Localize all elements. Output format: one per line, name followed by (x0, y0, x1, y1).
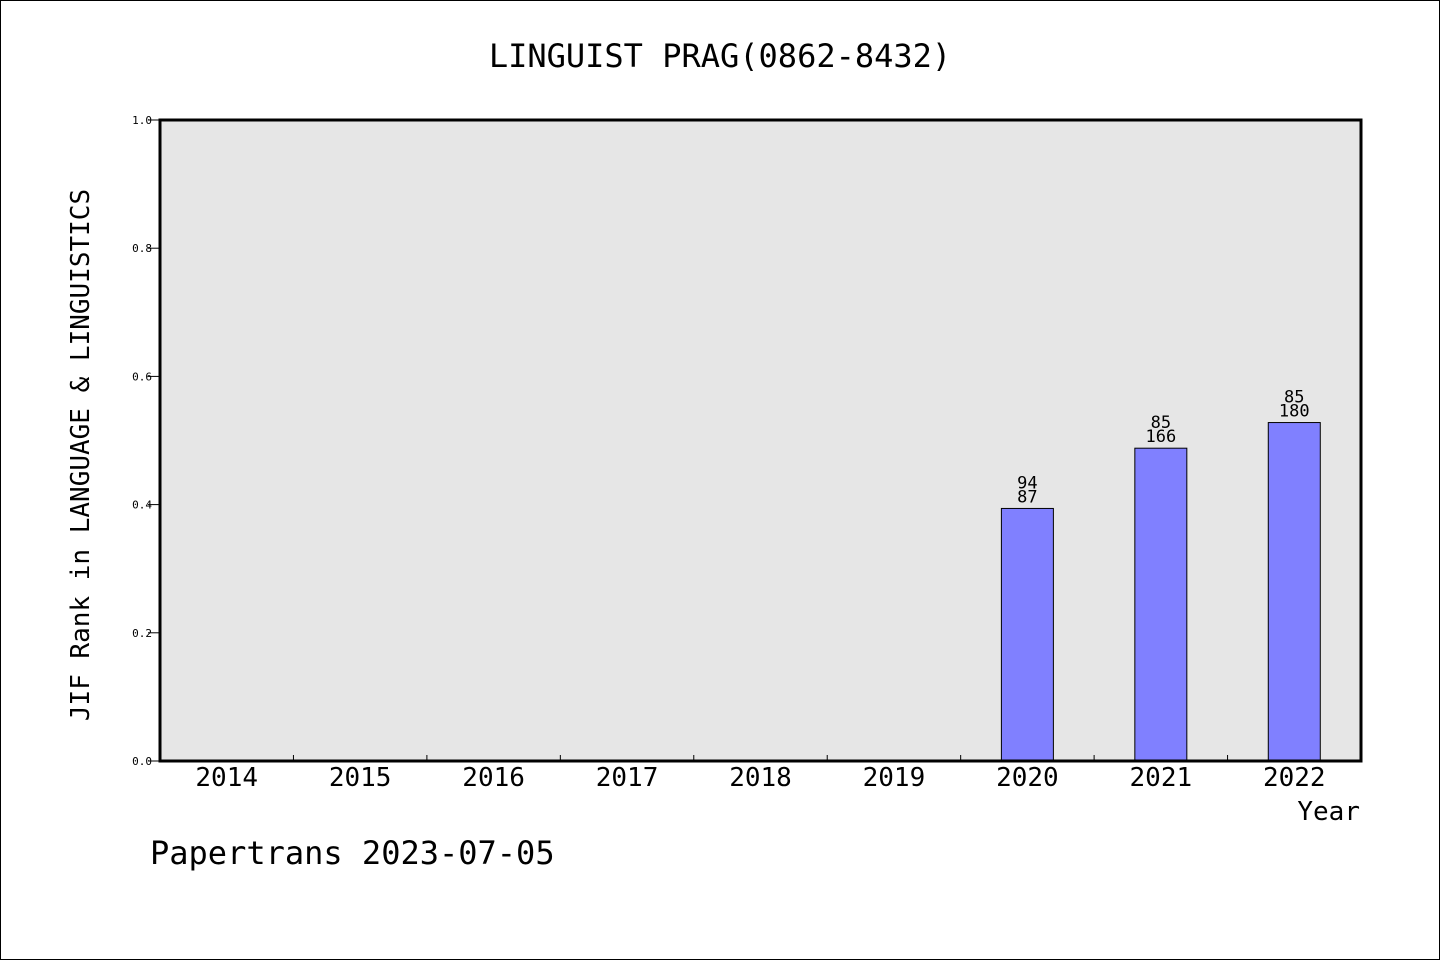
y-axis-label: JIF Rank in LANGUAGE & LINGUISTICS (66, 189, 96, 721)
x-axis: 2014 2015 2016 2017 2018 2019 2020 2021 2022 (195, 755, 1326, 793)
bar-2020 (1000, 507, 1054, 762)
x-tick-label: 2014 (195, 763, 258, 793)
x-tick-label: 2019 (863, 763, 926, 793)
x-axis-label: Year (1297, 797, 1360, 827)
y-tick-label: 0.0 (132, 755, 152, 768)
x-tick-label: 2018 (729, 763, 792, 793)
bar-label-rank: 94 (1017, 473, 1037, 493)
bar-label-rank: 85 (1151, 413, 1171, 433)
y-tick-label: 0.6 (132, 370, 152, 383)
x-tick-label: 2022 (1263, 763, 1326, 793)
x-tick-label: 2015 (329, 763, 392, 793)
y-tick-label: 1.0 (132, 114, 152, 127)
x-tick-label: 2016 (462, 763, 525, 793)
y-axis: 0.0 0.2 0.4 0.6 0.8 1.0 (132, 114, 160, 768)
y-tick-label: 0.2 (132, 627, 152, 640)
bar-2022 (1267, 422, 1321, 762)
x-tick-label: 2021 (1130, 763, 1193, 793)
bar-label-rank: 85 (1284, 388, 1304, 408)
footer-credit: Papertrans 2023-07-05 (150, 834, 555, 872)
plot-border (158, 118, 1363, 763)
x-tick-label: 2017 (596, 763, 659, 793)
y-tick-label: 0.4 (132, 499, 152, 512)
bar-label-total: 166 (1145, 427, 1176, 447)
bar-2021 (1134, 447, 1188, 762)
bar-label-total: 180 (1279, 402, 1310, 422)
y-tick-label: 0.8 (132, 242, 152, 255)
x-tick-label: 2020 (996, 763, 1059, 793)
bars-group (1000, 422, 1321, 762)
bar-label-total: 87 (1017, 487, 1037, 507)
chart-title: LINGUIST PRAG(0862-8432) (489, 37, 951, 75)
